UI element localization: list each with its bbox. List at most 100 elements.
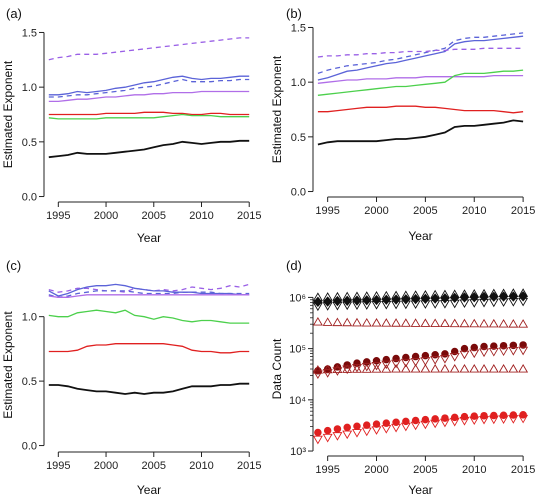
x-tick-label: 2005 <box>413 464 437 476</box>
data-point-7 <box>400 364 411 373</box>
data-point-6 <box>488 348 499 357</box>
data-point-4 <box>498 318 509 328</box>
data-point-9 <box>322 433 333 443</box>
data-point-3 <box>498 298 509 307</box>
series-line-6 <box>317 105 524 114</box>
data-point-9 <box>430 419 441 429</box>
data-point-4 <box>381 318 392 327</box>
data-point-2 <box>332 291 343 301</box>
y-tick-label: 10⁶ <box>289 292 306 304</box>
data-point-9 <box>391 423 402 433</box>
data-point-7 <box>351 364 362 373</box>
data-point-4 <box>361 317 372 327</box>
data-point-9 <box>371 426 382 435</box>
data-point-3 <box>342 301 353 311</box>
series-line-2 <box>317 35 524 81</box>
data-point-8 <box>450 413 459 422</box>
data-point-8 <box>490 411 498 420</box>
series-line-4 <box>48 90 250 103</box>
data-point-9 <box>332 432 343 441</box>
data-point-3 <box>449 299 460 309</box>
data-point-8 <box>343 423 351 432</box>
data-point-8 <box>431 415 439 423</box>
y-tick-label: 10⁵ <box>289 344 306 356</box>
data-point-8 <box>509 411 518 419</box>
data-point-2 <box>361 291 372 300</box>
data-point-2 <box>469 289 480 298</box>
data-point-4 <box>332 317 343 327</box>
chart-panel-3: (c) 0.0 0.5 1.0 1995 2000 2005 2010 2015 Year Esti… <box>1 258 261 497</box>
data-point-8 <box>470 412 479 420</box>
data-point-6 <box>469 349 480 359</box>
series-line-5 <box>48 111 250 116</box>
data-point-8 <box>363 421 371 429</box>
data-point-7 <box>322 364 333 374</box>
data-point-5 <box>470 343 479 352</box>
data-point-7 <box>469 364 480 373</box>
data-point-5 <box>519 341 527 349</box>
data-point-2 <box>439 289 450 299</box>
data-point-1 <box>352 295 362 306</box>
data-point-3 <box>371 301 382 310</box>
data-point-4 <box>488 318 499 328</box>
data-point-5 <box>499 341 508 350</box>
x-tick-label: 2010 <box>189 460 213 472</box>
data-point-7 <box>420 364 431 373</box>
x-tick-label: 1995 <box>46 460 70 472</box>
data-point-6 <box>371 361 382 371</box>
data-point-2 <box>381 290 392 300</box>
series-line-5 <box>48 309 250 324</box>
data-point-7 <box>518 364 529 373</box>
x-tick-label: 2015 <box>511 464 535 476</box>
data-point-6 <box>332 367 343 376</box>
data-point-4 <box>351 317 362 327</box>
data-point-2 <box>430 289 441 299</box>
data-point-2 <box>479 288 490 298</box>
data-point-3 <box>322 302 333 311</box>
data-point-1 <box>342 295 352 306</box>
data-point-3 <box>469 299 480 308</box>
y-tick-label: 1.5 <box>22 27 37 39</box>
data-point-8 <box>480 411 488 420</box>
data-point-2 <box>391 290 402 300</box>
data-point-3 <box>351 301 362 310</box>
data-point-6 <box>430 356 441 365</box>
y-tick-label: 0.5 <box>22 137 37 149</box>
data-point-6 <box>508 347 519 356</box>
series-line-1 <box>317 32 524 75</box>
data-point-2 <box>322 292 333 301</box>
data-point-2 <box>312 292 323 301</box>
data-point-6 <box>410 358 421 367</box>
y-tick-label: 0.0 <box>291 187 306 199</box>
data-point-8 <box>323 426 332 435</box>
data-point-4 <box>312 316 323 326</box>
data-point-6 <box>518 346 529 356</box>
data-point-9 <box>439 418 450 428</box>
series-line-2 <box>48 283 250 297</box>
data-point-8 <box>372 420 381 428</box>
series-line-1 <box>48 283 250 293</box>
data-point-9 <box>381 425 392 434</box>
series-line-7 <box>48 382 250 395</box>
data-point-2 <box>420 290 431 299</box>
x-tick-label: 2015 <box>237 460 261 472</box>
data-point-2 <box>449 289 460 298</box>
data-point-7 <box>459 364 470 373</box>
data-point-2 <box>400 290 411 299</box>
data-point-8 <box>421 415 430 424</box>
series-line-3 <box>48 290 250 298</box>
data-point-4 <box>400 318 411 327</box>
series-line-6 <box>48 343 250 354</box>
y-tick-label: 1.0 <box>291 77 306 89</box>
data-point-7 <box>381 364 392 373</box>
data-point-3 <box>391 300 402 310</box>
x-tick-label: 1995 <box>315 464 339 476</box>
data-point-1 <box>371 294 382 306</box>
data-point-2 <box>351 291 362 300</box>
chart-panel-4: (d) 10³ 10⁴ 10⁵ 10⁶ 1995 2000 2005 2010 2015 Year D… <box>270 258 535 497</box>
data-point-9 <box>518 414 529 424</box>
panel-label: (d) <box>286 258 302 273</box>
data-point-8 <box>441 414 449 422</box>
data-point-9 <box>351 429 362 438</box>
panel-label: (b) <box>286 6 302 21</box>
